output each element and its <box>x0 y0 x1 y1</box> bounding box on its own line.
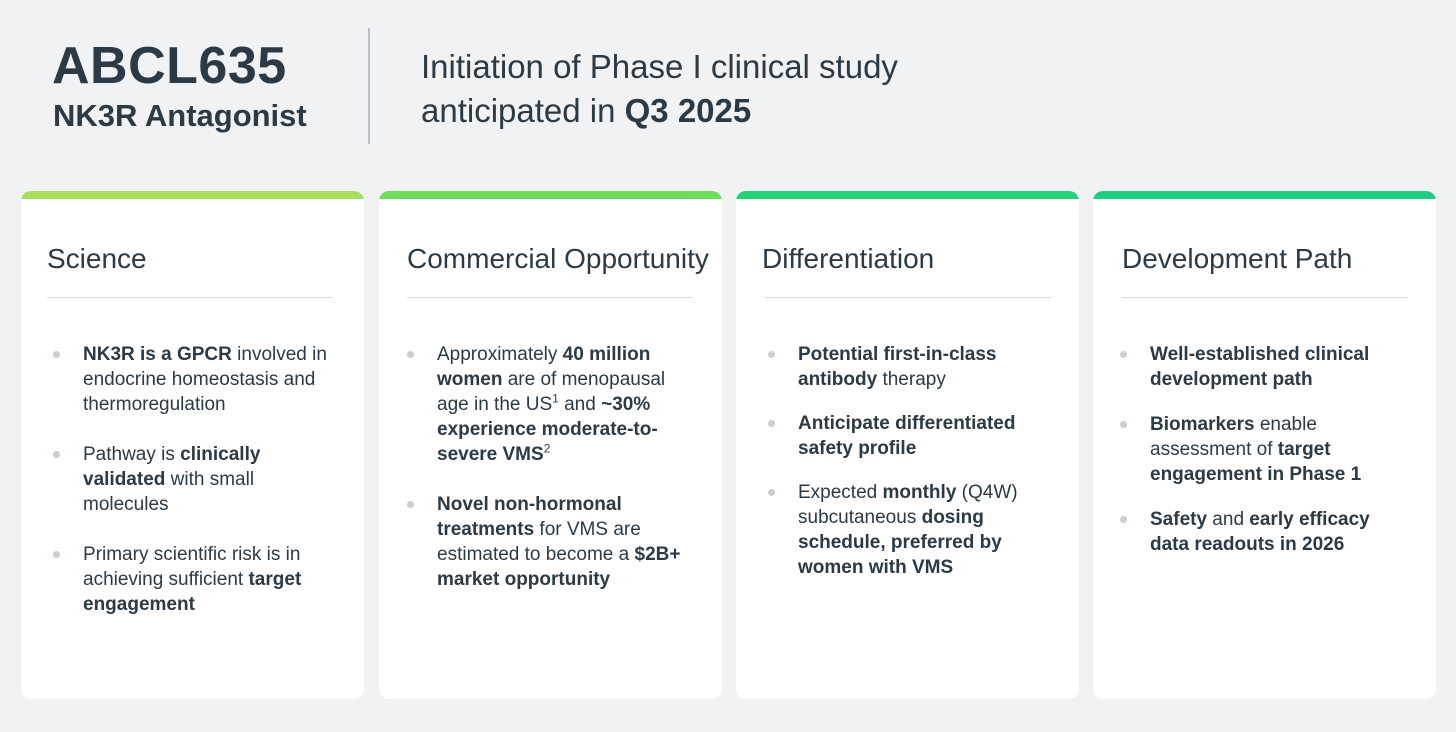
commercial-opportunity-card-title: Commercial Opportunity <box>407 243 709 274</box>
commercial-opportunity-bullet-list: Approximately 40 million women are of me… <box>405 342 695 617</box>
product-subtitle: NK3R Antagonist <box>53 98 307 133</box>
bullet-text: with small molecules <box>83 469 255 515</box>
bullet-dot-icon <box>407 351 414 358</box>
headline-line-1: Initiation of Phase I clinical study <box>421 48 898 85</box>
bullet-emphasis-text: Biomarkers <box>1150 414 1255 435</box>
bullet-emphasis-text: NK3R is a GPCR <box>83 344 232 365</box>
bullet-item: Expected monthly (Q4W) subcutaneous dosi… <box>766 480 1050 580</box>
commercial-opportunity-card: Commercial Opportunity Approximately 40 … <box>379 191 722 699</box>
bullet-item: Safety and early efficacy data readouts … <box>1118 507 1402 557</box>
bullet-text: enable assessment of <box>1150 414 1317 460</box>
bullet-text: and <box>558 394 602 415</box>
bullet-dot-icon <box>1120 351 1127 358</box>
differentiation-card-accent-bar <box>736 191 1079 199</box>
bullet-emphasis-text: $2B+ market opportunity <box>437 544 681 590</box>
footnote-marker: 1 <box>552 391 559 406</box>
bullet-item: Anticipate differentiated safety profile <box>766 411 1050 461</box>
bullet-text: Primary scientific risk is in achieving … <box>83 544 301 590</box>
bullet-text: Pathway is <box>83 444 181 465</box>
bullet-text: therapy <box>877 369 946 390</box>
bullet-text: Approximately <box>437 344 563 365</box>
commercial-opportunity-card-accent-bar <box>379 191 722 199</box>
bullet-emphasis-text: Anticipate differentiated safety profile <box>798 413 1016 459</box>
bullet-emphasis-text: 40 million women <box>437 344 651 390</box>
headline-line-2: anticipated in Q3 2025 <box>421 89 898 133</box>
bullet-dot-icon <box>768 420 775 427</box>
bullet-emphasis-text: monthly <box>882 482 957 503</box>
bullet-dot-icon <box>53 551 60 558</box>
bullet-dot-icon <box>768 351 775 358</box>
bullet-emphasis-text: ~30% experience moderate-to-severe VMS <box>437 394 658 465</box>
bullet-item: Well-established clinical development pa… <box>1118 342 1402 392</box>
science-bullet-list: NK3R is a GPCR involved in endocrine hom… <box>51 342 335 642</box>
bullet-text: Expected <box>798 482 883 503</box>
bullet-text: for VMS are estimated to become a <box>437 519 641 565</box>
development-path-card-title: Development Path <box>1122 243 1353 274</box>
differentiation-card-title: Differentiation <box>762 243 935 274</box>
bullet-dot-icon <box>53 351 60 358</box>
science-card-title: Science <box>47 243 147 274</box>
bullet-item: Biomarkers enable assessment of target e… <box>1118 412 1402 487</box>
bullet-emphasis-text: clinically validated <box>83 444 261 490</box>
differentiation-bullet-list: Potential first-in-class antibody therap… <box>766 342 1050 599</box>
bullet-item: Potential first-in-class antibody therap… <box>766 342 1050 392</box>
bullet-dot-icon <box>1120 516 1127 523</box>
bullet-emphasis-text: target engagement in Phase 1 <box>1150 439 1362 485</box>
headline-line-2-prefix: anticipated in <box>421 92 625 129</box>
product-code: ABCL635 <box>52 37 287 95</box>
bullet-item: NK3R is a GPCR involved in endocrine hom… <box>51 342 335 417</box>
bullet-item: Pathway is clinically validated with sma… <box>51 442 335 517</box>
bullet-item: Primary scientific risk is in achieving … <box>51 542 335 617</box>
bullet-item: Approximately 40 million women are of me… <box>405 342 695 467</box>
header-divider <box>368 28 370 144</box>
bullet-text: involved in endocrine homeostasis and th… <box>83 344 327 415</box>
science-card-divider <box>47 297 333 298</box>
headline-milestone: Q3 2025 <box>624 92 752 129</box>
science-card: Science NK3R is a GPCR involved in endoc… <box>21 191 364 699</box>
headline: Initiation of Phase I clinical study ant… <box>421 45 898 133</box>
bullet-emphasis-text: target engagement <box>83 569 302 615</box>
bullet-dot-icon <box>1120 421 1127 428</box>
bullet-emphasis-text: Novel non-hormonal treatments <box>437 494 622 540</box>
header: ABCL635 NK3R Antagonist Initiation of Ph… <box>0 0 1456 170</box>
differentiation-card-divider <box>765 297 1051 298</box>
bullet-emphasis-text: Well-established clinical development pa… <box>1150 344 1370 390</box>
development-path-bullet-list: Well-established clinical development pa… <box>1118 342 1402 577</box>
bullet-text: are of menopausal age in the US <box>437 369 666 415</box>
bullet-dot-icon <box>53 451 60 458</box>
bullet-emphasis-text: Safety <box>1150 509 1208 530</box>
development-path-card-divider <box>1122 297 1408 298</box>
development-path-card: Development Path Well-established clinic… <box>1093 191 1436 699</box>
bullet-dot-icon <box>768 489 775 496</box>
bullet-text: and <box>1207 509 1250 530</box>
differentiation-card: Differentiation Potential first-in-class… <box>736 191 1079 699</box>
bullet-emphasis-text: early efficacy data readouts in 2026 <box>1150 509 1370 555</box>
development-path-card-accent-bar <box>1093 191 1436 199</box>
commercial-opportunity-card-divider <box>407 297 693 298</box>
bullet-text: (Q4W) subcutaneous <box>798 482 1018 528</box>
footnote-marker: 2 <box>543 441 551 456</box>
bullet-emphasis-text: dosing schedule, preferred by women with… <box>798 507 1002 578</box>
bullet-emphasis-text: Potential first-in-class antibody <box>798 344 997 390</box>
science-card-accent-bar <box>21 191 364 199</box>
bullet-item: Novel non-hormonal treatments for VMS ar… <box>405 492 695 592</box>
bullet-dot-icon <box>407 501 414 508</box>
